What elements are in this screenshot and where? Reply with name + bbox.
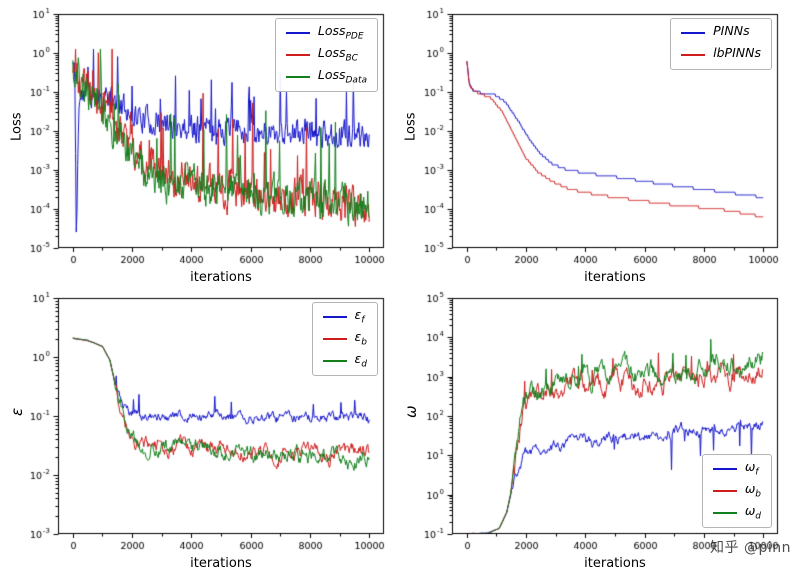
- legend-entry: ωd: [712, 503, 761, 522]
- legend-label-epsilon-b: εb: [354, 328, 367, 348]
- plot-epsilon: ε iterations εf εb εd: [8, 290, 394, 574]
- legend-line-epsilon-d: [322, 359, 347, 362]
- legend-entry: ωb: [712, 481, 761, 500]
- legend-label-loss-bc: LossBC: [317, 44, 358, 64]
- legend-label-epsilon-f: εf: [354, 307, 365, 326]
- y-axis-label-omega: ω: [402, 405, 420, 419]
- legend-label-lbpinns: lbPINNs: [713, 44, 761, 60]
- legend-line-epsilon-b: [322, 337, 347, 340]
- y-axis-label-loss: Loss: [403, 112, 419, 142]
- legend-pinns: PINNs lbPINNs: [670, 18, 772, 70]
- omega-chart-canvas: [402, 290, 788, 574]
- plot-omega: ω iterations ωf ωb ωd: [402, 290, 788, 574]
- legend-line-epsilon-f: [322, 315, 347, 318]
- legend-line-lbpinns: [681, 53, 706, 56]
- legend-omega: ωf ωb ωd: [701, 454, 772, 528]
- legend-line-loss-data: [285, 75, 310, 78]
- legend-line-loss-pde: [285, 31, 310, 34]
- legend-label-omega-d: ωd: [744, 503, 761, 522]
- y-axis-label-loss: Loss: [9, 112, 25, 142]
- legend-label-omega-b: ωb: [744, 481, 761, 500]
- legend-entry: εd: [322, 350, 367, 370]
- x-axis-label-iterations: iterations: [190, 270, 252, 285]
- legend-entry: εf: [322, 307, 367, 326]
- legend-epsilon: εf εb εd: [311, 302, 378, 376]
- legend-entry: LossData: [285, 66, 367, 86]
- legend-label-epsilon-d: εd: [354, 350, 367, 370]
- x-axis-label-iterations: iterations: [584, 556, 646, 571]
- legend-label-pinns: PINNs: [713, 23, 750, 38]
- y-axis-label-epsilon: ε: [8, 407, 26, 417]
- zhihu-watermark: 知乎 @pinn: [710, 540, 791, 556]
- legend-line-omega-d: [712, 512, 737, 515]
- legend-entry: LossPDE: [285, 23, 367, 42]
- legend-line-omega-f: [712, 468, 737, 471]
- x-axis-label-iterations: iterations: [190, 556, 252, 571]
- x-axis-label-iterations: iterations: [584, 270, 646, 285]
- legend-label-loss-pde: LossPDE: [317, 23, 364, 42]
- legend-label-loss-data: LossData: [317, 66, 367, 86]
- legend-entry: LossBC: [285, 44, 367, 64]
- legend-entry: ωf: [712, 459, 761, 478]
- legend-line-omega-b: [712, 490, 737, 493]
- legend-label-omega-f: ωf: [744, 459, 759, 478]
- legend-entry: PINNs: [681, 24, 761, 42]
- legend-entry: εb: [322, 328, 367, 348]
- legend-entry: lbPINNs: [681, 46, 761, 64]
- legend-line-loss-bc: [285, 53, 310, 56]
- legend-loss-components: LossPDE LossBC LossData: [274, 18, 378, 92]
- plot-loss-components: Loss iterations LossPDE LossBC LossData: [8, 6, 394, 288]
- plot-pinns-vs-lbpinns: Loss iterations PINNs lbPINNs: [402, 6, 788, 288]
- legend-line-pinns: [681, 31, 706, 34]
